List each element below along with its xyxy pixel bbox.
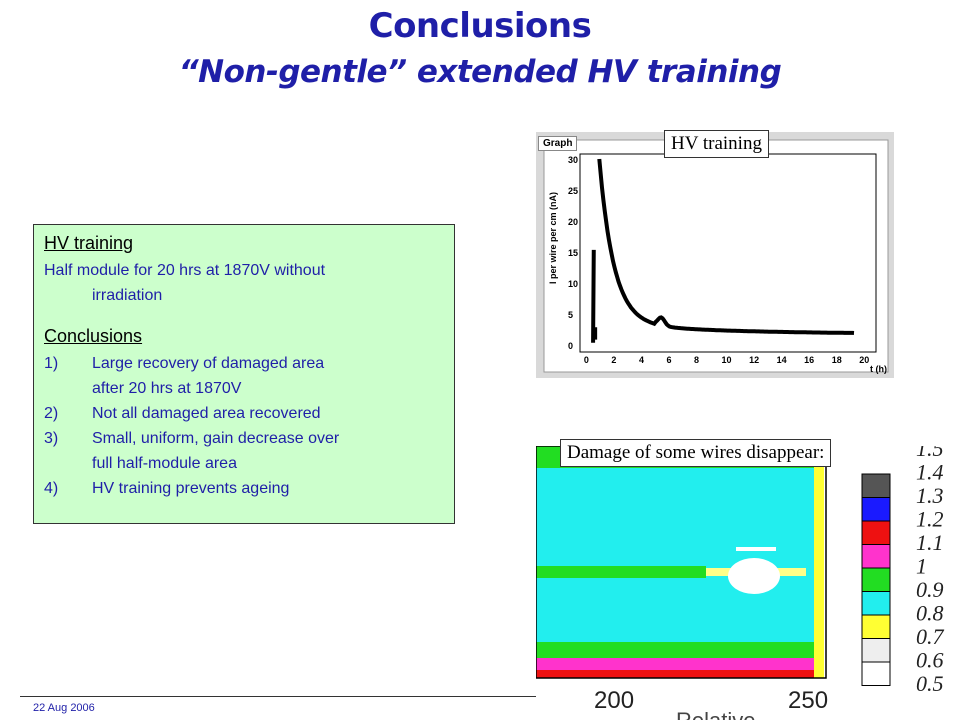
graph-ytick: 25: [568, 186, 578, 196]
graph-xtick: 4: [639, 355, 644, 365]
heatmap-edge-white: [824, 446, 844, 678]
conclusion-item: 3) Small, uniform, gain decrease over ful…: [44, 426, 444, 476]
graph-xtick: 6: [666, 355, 671, 365]
graph-xtick: 20: [859, 355, 869, 365]
hv-training-callout: HV training: [664, 130, 769, 158]
conclusion-text-cont: after 20 hrs at 1870V: [92, 380, 242, 397]
heatmap-frame: [536, 446, 827, 679]
conclusion-item: 1) Large recovery of damaged area after 2…: [44, 351, 444, 401]
graph-xtick: 8: [694, 355, 699, 365]
graph-xtick: 18: [832, 355, 842, 365]
scale-color-box: [861, 591, 891, 616]
scale-color-box: [861, 661, 891, 686]
scale-label: 1.1: [916, 530, 944, 555]
graph-ytick: 0: [568, 341, 573, 351]
scale-label: 1.3: [916, 483, 944, 508]
graph-ytick: 20: [568, 217, 578, 227]
scale-label: 0.8: [916, 601, 944, 626]
heatmap-bottom-green: [536, 642, 814, 658]
graph-plot: I per wire per cm (nA) t (h) 0 2 4 6 8 10 12 14…: [543, 139, 889, 374]
graph-xtick: 10: [722, 355, 732, 365]
heatmap-bottom-magenta: [536, 658, 814, 670]
footer-date: 22 Aug 2006: [33, 702, 95, 714]
scale-label: 1.2: [916, 507, 944, 532]
scale-label: 0.7: [916, 624, 945, 649]
scale-color-box: [861, 544, 891, 569]
graph-xlabel: t (h): [870, 364, 887, 374]
conclusion-number: 1): [44, 355, 59, 372]
conclusion-item: 2) Not all damaged area recovered: [44, 401, 444, 426]
hv-training-heading: HV training: [44, 233, 134, 253]
scale-label: 1: [916, 554, 927, 579]
graph-xtick: 0: [584, 355, 589, 365]
damaged-line: [736, 547, 776, 551]
conclusion-number: 4): [44, 480, 59, 497]
scale-color-box: [861, 520, 891, 545]
conclusion-text: Not all damaged area recovered: [92, 405, 321, 422]
heatmap-bottom-red: [536, 670, 814, 678]
current-curve: [597, 158, 855, 335]
damage-callout: Damage of some wires disappear:: [560, 439, 832, 467]
graph-ytick: 5: [568, 310, 573, 320]
initial-spike: [591, 249, 598, 343]
graph-xtick: 12: [749, 355, 759, 365]
footer-divider: [20, 696, 536, 697]
heatmap-xtick: 200: [594, 687, 634, 714]
damaged-spot: [728, 558, 780, 594]
conclusion-text: Large recovery of damaged area: [92, 355, 325, 372]
conclusion-number: 2): [44, 405, 59, 422]
conclusions-heading: Conclusions: [44, 326, 143, 346]
conclusion-text: HV training prevents ageing: [92, 480, 290, 497]
hv-training-graph: I per wire per cm (nA) t (h) 0 2 4 6 8 10 12 14…: [536, 132, 894, 378]
hv-training-desc-line2: irradiation: [92, 287, 163, 304]
scale-color-box: [861, 497, 891, 522]
conclusion-text-cont: full half-module area: [92, 455, 237, 472]
heatmap-edge-yellow: [814, 446, 824, 678]
heatmap-axis-label: Relative: [676, 708, 755, 720]
scale-color-box: [861, 614, 891, 639]
scale-color-box: [861, 567, 891, 592]
scale-color-box: [861, 638, 891, 663]
summary-textbox: HV training Half module for 20 hrs at 18…: [33, 224, 455, 524]
scale-label: 0.6: [916, 648, 944, 673]
conclusion-number: 3): [44, 430, 59, 447]
heatmap-plot: 1.51.41.31.21.110.90.80.70.60.5 200 250 …: [536, 446, 945, 720]
conclusion-item: 4) HV training prevents ageing: [44, 476, 444, 501]
hv-training-desc-line1: Half module for 20 hrs at 1870V without: [44, 262, 326, 279]
graph-xtick: 16: [804, 355, 814, 365]
damage-heatmap: 1.5 1.4 1.3 1.2 1.1 1 0.9 0.8 0.7 0.6 0.5 200 250 …: [536, 446, 960, 720]
slide-subtitle: “Non-gentle” extended HV training: [178, 54, 782, 90]
scale-label: 0.5: [916, 671, 944, 696]
scale-label: 0.9: [916, 577, 944, 602]
graph-ylabel: I per wire per cm (nA): [548, 192, 558, 284]
graph-ytick: 30: [568, 155, 578, 165]
scale-label: 1.4: [916, 460, 944, 485]
graph-xtick: 14: [777, 355, 787, 365]
scale-color-box: [861, 473, 891, 498]
graph-ytick: 10: [568, 279, 578, 289]
graph-ytick: 15: [568, 248, 578, 258]
graph-xtick: 2: [611, 355, 616, 365]
heatmap-green-stripe: [536, 566, 706, 578]
graph-title-label: Graph: [538, 136, 578, 151]
heatmap-xtick: 250: [788, 687, 828, 714]
slide-title: Conclusions: [368, 6, 592, 46]
scale-label: 1.5: [916, 446, 944, 461]
conclusion-text: Small, uniform, gain decrease over: [92, 430, 340, 447]
